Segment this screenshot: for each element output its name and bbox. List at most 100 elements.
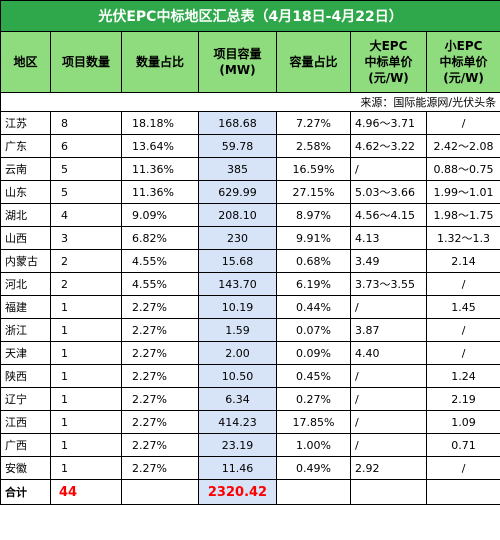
cell-capacity-share: 0.27% [276,387,351,411]
cell-region: 江西 [0,410,51,434]
table-row: 福建 1 2.27% 10.19 0.44%/1.45 [0,295,500,319]
cell-capacity: 2.00 [198,341,277,365]
cell-big-epc-price: / [350,157,427,181]
cell-count: 4 [50,203,122,227]
table-row: 山东 5 11.36% 629.99 27.15% 5.03～3.66 1.99～1.01 [0,180,500,204]
cell-count: 1 [50,295,122,319]
total-empty-cell [276,479,351,505]
cell-count: 6 [50,134,122,158]
cell-big-epc-price: 4.56～4.15 [350,203,427,227]
cell-count: 8 [50,111,122,135]
total-label: 合计 [0,479,51,505]
cell-capacity-share: 0.09% [276,341,351,365]
cell-capacity-share: 17.85% [276,410,351,434]
cell-capacity: 168.68 [198,111,277,135]
cell-count-share: 13.64% [121,134,199,158]
cell-big-epc-price: 3.49 [350,249,427,273]
cell-big-epc-price: 4.96～3.71 [350,111,427,135]
cell-small-epc-price: 2.14 [425,249,500,273]
cell-capacity-share: 8.97% [276,203,351,227]
cell-region: 福建 [0,295,51,319]
header-small-epc-price: 小EPC 中标单价 (元/W) [425,31,500,93]
total-empty-cell [350,479,427,505]
cell-capacity-share: 6.19% [276,272,351,296]
table-row: 湖北 4 9.09% 208.10 8.97% 4.56～4.15 1.98～1.75 [0,203,500,227]
header-capacity-line2: (MW) [219,63,256,77]
table-row: 内蒙古 2 4.55% 15.68 0.68% 3.49 2.14 [0,249,500,273]
cell-count: 5 [50,157,122,181]
cell-capacity: 6.34 [198,387,277,411]
cell-capacity-share: 9.91% [276,226,351,250]
cell-capacity: 23.19 [198,433,277,457]
cell-capacity-share: 16.59% [276,157,351,181]
cell-region: 内蒙古 [0,249,51,273]
cell-small-epc-price: 0.71 [425,433,500,457]
cell-count-share: 2.27% [121,341,199,365]
table-title: 光伏EPC中标地区汇总表（4月18日-4月22日） [0,0,500,32]
cell-region: 河北 [0,272,51,296]
cell-count-share: 11.36% [121,180,199,204]
cell-small-epc-price: 1.24 [425,364,500,388]
cell-capacity-share: 0.45% [276,364,351,388]
cell-count-share: 2.27% [121,295,199,319]
table-row: 江苏 8 18.18% 168.68 7.27% 4.96～3.71/ [0,111,500,135]
header-region: 地区 [0,31,51,93]
cell-count: 1 [50,341,122,365]
cell-capacity: 1.59 [198,318,277,342]
header-capacity: 项目容量 (MW) [198,31,277,93]
total-row: 合计 44 2320.42 [0,479,500,505]
cell-big-epc-price: / [350,295,427,319]
cell-capacity: 10.50 [198,364,277,388]
cell-capacity: 10.19 [198,295,277,319]
cell-count-share: 9.09% [121,203,199,227]
cell-count: 2 [50,272,122,296]
cell-capacity-share: 2.58% [276,134,351,158]
header-count: 项目数量 [50,31,122,93]
cell-region: 天津 [0,341,51,365]
cell-capacity-share: 7.27% [276,111,351,135]
cell-capacity: 143.70 [198,272,277,296]
table-row: 河北 2 4.55% 143.70 6.19% 3.73～3.55/ [0,272,500,296]
cell-count: 1 [50,387,122,411]
cell-big-epc-price: 2.92 [350,456,427,480]
cell-capacity-share: 27.15% [276,180,351,204]
cell-small-epc-price: 1.32～1.3 [425,226,500,250]
cell-count-share: 2.27% [121,364,199,388]
cell-small-epc-price: 1.45 [425,295,500,319]
cell-count-share: 4.55% [121,249,199,273]
cell-capacity: 414.23 [198,410,277,434]
total-capacity: 2320.42 [198,479,277,505]
cell-capacity-share: 1.00% [276,433,351,457]
cell-big-epc-price: / [350,410,427,434]
cell-big-epc-price: / [350,364,427,388]
table-row: 云南 5 11.36% 385 16.59%/0.88～0.75 [0,157,500,181]
cell-big-epc-price: / [350,433,427,457]
cell-big-epc-price: 5.03～3.66 [350,180,427,204]
cell-small-epc-price: / [425,272,500,296]
total-empty-cell [425,479,500,505]
cell-big-epc-price: / [350,387,427,411]
table-row: 陕西 1 2.27% 10.50 0.45%/1.24 [0,364,500,388]
cell-capacity: 629.99 [198,180,277,204]
header-capacity-share: 容量占比 [276,31,351,93]
header-big-line2: 中标单价 [364,55,413,69]
cell-count: 3 [50,226,122,250]
cell-count: 5 [50,180,122,204]
cell-region: 山东 [0,180,51,204]
cell-count: 1 [50,456,122,480]
table-row: 安徽 1 2.27% 11.46 0.49% 2.92/ [0,456,500,480]
table-row: 天津 1 2.27% 2.00 0.09% 4.40/ [0,341,500,365]
cell-capacity-share: 0.44% [276,295,351,319]
header-small-line3: (元/W) [443,71,484,85]
cell-capacity: 230 [198,226,277,250]
cell-count-share: 4.55% [121,272,199,296]
cell-region: 陕西 [0,364,51,388]
cell-region: 辽宁 [0,387,51,411]
cell-capacity-share: 0.68% [276,249,351,273]
cell-count-share: 18.18% [121,111,199,135]
cell-count-share: 2.27% [121,456,199,480]
cell-small-epc-price: / [425,456,500,480]
cell-big-epc-price: 3.73～3.55 [350,272,427,296]
total-count: 44 [50,479,122,505]
cell-small-epc-price: 1.99～1.01 [425,180,500,204]
